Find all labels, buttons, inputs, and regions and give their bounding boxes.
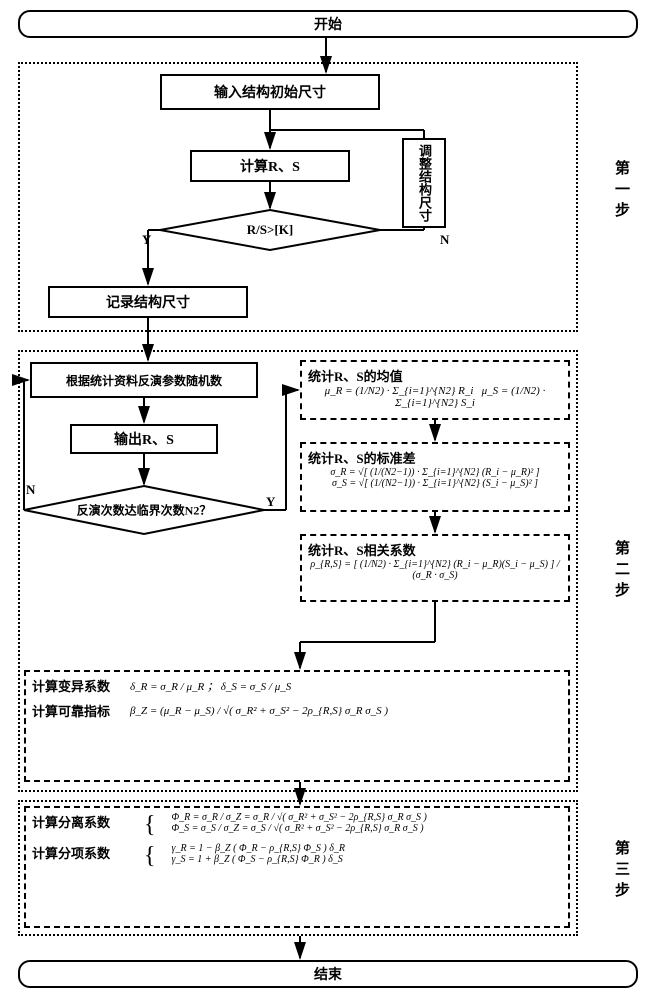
start-label: 开始 xyxy=(314,14,342,34)
input-dims-box: 输入结构初始尺寸 xyxy=(160,74,380,110)
sep-formula1: Φ_R = σ_R / σ_Z = σ_R / √( σ_R² + σ_S² −… xyxy=(172,812,427,823)
cond-n2-label: 反演次数达临界次数N2？ xyxy=(59,502,229,519)
end-label: 结束 xyxy=(314,964,342,984)
inverse-params-box: 根据统计资料反演参数随机数 xyxy=(30,362,258,398)
cond-rs-label: R/S>[K] xyxy=(247,222,293,238)
std-box: 统计R、S的标准差 σ_R = √[ (1/(N2−1)) · Σ_{i=1}^… xyxy=(300,442,570,512)
cov-rel-box: 计算变异系数 δ_R = σ_R / μ_R ； δ_S = σ_S / μ_S… xyxy=(24,670,570,782)
start-terminal: 开始 xyxy=(18,10,638,38)
part-formula2: γ_S = 1 + β_Z ( Φ_S − ρ_{R,S} Φ_R ) δ_S xyxy=(172,854,346,865)
adjust-dims-label: 调整结构尺寸 xyxy=(417,144,431,222)
rel-formula: β_Z = (μ_R − μ_S) / √( σ_R² + σ_S² − 2ρ_… xyxy=(130,705,388,717)
corr-title: 统计R、S相关系数 xyxy=(308,540,562,559)
part-title: 计算分项系数 xyxy=(32,843,128,862)
std-formula-r: σ_R = √[ (1/(N2−1)) · Σ_{i=1}^{N2} (R_i … xyxy=(330,467,539,478)
output-rs-box: 输出R、S xyxy=(70,424,218,454)
y-label-1: Y xyxy=(142,232,151,248)
n-label-1: N xyxy=(440,232,449,248)
step2-side-label: 第二步 xyxy=(611,540,632,603)
record-dims-box: 记录结构尺寸 xyxy=(48,286,248,318)
mean-title: 统计R、S的均值 xyxy=(308,366,562,385)
end-terminal: 结束 xyxy=(18,960,638,988)
inverse-params-label: 根据统计资料反演参数随机数 xyxy=(66,372,222,389)
adjust-dims-box: 调整结构尺寸 xyxy=(402,138,446,228)
calc-rs-box: 计算R、S xyxy=(190,150,350,182)
input-dims-label: 输入结构初始尺寸 xyxy=(214,82,326,102)
sep-formula2: Φ_S = σ_S / σ_Z = σ_S / √( σ_R² + σ_S² −… xyxy=(172,823,427,834)
std-formula-s: σ_S = √[ (1/(N2−1)) · Σ_{i=1}^{N2} (S_i … xyxy=(332,478,538,489)
n-label-2: N xyxy=(26,482,35,498)
corr-box: 统计R、S相关系数 ρ_{R,S} = [ (1/N2) · Σ_{i=1}^{… xyxy=(300,534,570,602)
mean-box: 统计R、S的均值 μ_R = (1/N2) · Σ_{i=1}^{N2} R_i… xyxy=(300,360,570,420)
calc-rs-label: 计算R、S xyxy=(240,156,300,176)
step3-side-label: 第三步 xyxy=(611,840,632,903)
y-label-2: Y xyxy=(266,494,275,510)
record-dims-label: 记录结构尺寸 xyxy=(106,292,190,312)
output-rs-label: 输出R、S xyxy=(114,429,174,449)
cov-formula: δ_R = σ_R / μ_R ； δ_S = σ_S / μ_S xyxy=(130,678,291,694)
sep-part-box: 计算分离系数 { Φ_R = σ_R / σ_Z = σ_R / √( σ_R²… xyxy=(24,806,570,928)
std-title: 统计R、S的标准差 xyxy=(308,448,562,467)
step1-side-label: 第一步 xyxy=(611,160,632,223)
sep-title: 计算分离系数 xyxy=(32,812,128,831)
rel-title: 计算可靠指标 xyxy=(32,701,110,720)
mean-formula-r: μ_R = (1/N2) · Σ_{i=1}^{N2} R_i xyxy=(325,385,474,397)
corr-formula: ρ_{R,S} = [ (1/N2) · Σ_{i=1}^{N2} (R_i −… xyxy=(308,559,562,581)
part-formula1: γ_R = 1 − β_Z ( Φ_R − ρ_{R,S} Φ_S ) δ_R xyxy=(172,843,346,854)
cov-title: 计算变异系数 xyxy=(32,676,110,695)
flowchart-canvas: 开始 第一步 输入结构初始尺寸 计算R、S 调整结构尺寸 R/S>[K] Y N… xyxy=(10,10,642,990)
